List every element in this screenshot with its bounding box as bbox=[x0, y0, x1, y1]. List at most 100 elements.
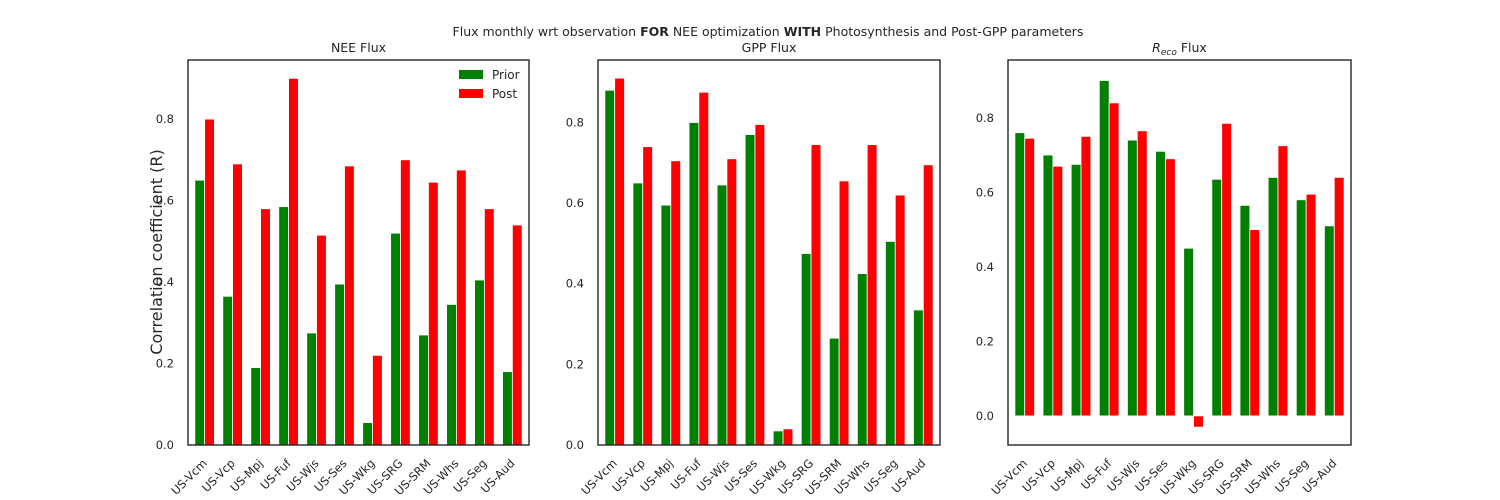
bar-prior-us-wjs bbox=[306, 332, 317, 446]
bar-post-us-whs bbox=[456, 169, 467, 446]
chart-panel-1: 0.00.20.40.60.8US-VcmUS-VcpUS-MpjUS-FufU… bbox=[156, 40, 530, 498]
axes-frame bbox=[187, 59, 530, 446]
bar-post-us-ses bbox=[1165, 158, 1176, 417]
legend-swatch-post bbox=[459, 89, 483, 98]
bar-prior-us-mpj bbox=[660, 204, 672, 446]
bar-post-us-vcm bbox=[1024, 137, 1035, 417]
bar-post-us-vcp bbox=[642, 146, 653, 446]
legend-label-prior: Prior bbox=[492, 68, 520, 82]
bar-prior-us-wkg bbox=[1183, 247, 1194, 417]
figure-title: Flux monthly wrt observation FOR NEE opt… bbox=[453, 24, 1084, 39]
figure-title-part: Photosynthesis and Post-GPP parameters bbox=[821, 24, 1083, 39]
bar-prior-us-seg bbox=[885, 241, 896, 446]
bar-prior-us-aud bbox=[1324, 225, 1335, 417]
bar-post-us-wjs bbox=[1136, 130, 1148, 417]
bar-prior-us-wjs bbox=[716, 184, 728, 446]
bar-prior-us-wkg bbox=[362, 422, 373, 446]
figure-title-part: NEE optimization bbox=[669, 24, 784, 39]
bar-prior-us-vcp bbox=[632, 182, 644, 446]
bar-post-us-vcm bbox=[204, 118, 215, 446]
bar-post-us-wkg bbox=[782, 428, 794, 446]
bar-prior-us-wjs bbox=[1127, 139, 1138, 417]
panel-title: GPP Flux bbox=[742, 40, 797, 55]
bar-prior-us-srm bbox=[418, 334, 429, 446]
bar-post-us-srm bbox=[838, 180, 850, 446]
axes-frame bbox=[1007, 59, 1352, 446]
bar-prior-us-whs bbox=[856, 273, 868, 446]
chart-panels: 0.00.20.40.60.8US-VcmUS-VcpUS-MpjUS-FufU… bbox=[156, 40, 1352, 498]
bar-post-us-ses bbox=[344, 165, 355, 446]
bar-post-us-wkg bbox=[1193, 415, 1204, 428]
figure-title-part: Flux monthly wrt observation bbox=[453, 24, 641, 39]
y-tick-label: 0.6 bbox=[566, 196, 584, 210]
bar-post-us-srg bbox=[810, 144, 822, 446]
y-tick-label: 0.8 bbox=[976, 111, 994, 125]
bar-post-us-srg bbox=[1221, 122, 1232, 417]
y-tick-label: 0.0 bbox=[156, 438, 174, 452]
axes-frame bbox=[597, 59, 941, 446]
bar-prior-us-srm bbox=[1239, 204, 1251, 417]
bar-post-us-fuf bbox=[1108, 102, 1120, 417]
bar-prior-us-srm bbox=[828, 337, 840, 446]
legend-swatch-prior bbox=[459, 70, 483, 79]
bar-prior-us-srg bbox=[390, 232, 401, 446]
figure-title-part: FOR bbox=[640, 24, 669, 39]
bar-prior-us-srg bbox=[1211, 178, 1223, 417]
bar-post-us-mpj bbox=[670, 160, 682, 446]
panel-title-sub: eco bbox=[1161, 48, 1177, 58]
bar-post-us-mpj bbox=[1080, 136, 1092, 417]
y-tick-label: 0.8 bbox=[156, 112, 174, 126]
bar-prior-us-seg bbox=[1295, 199, 1307, 417]
bar-post-us-mpj bbox=[260, 208, 271, 446]
bar-prior-us-ses bbox=[334, 283, 345, 446]
bar-post-us-whs bbox=[866, 144, 878, 446]
y-tick-label: 0.8 bbox=[566, 115, 584, 129]
bar-post-us-seg bbox=[1305, 193, 1317, 417]
bar-prior-us-seg bbox=[474, 279, 485, 446]
bar-post-us-aud bbox=[1333, 177, 1345, 417]
bar-post-us-wjs bbox=[726, 158, 738, 446]
panel-title-main: R bbox=[1152, 40, 1161, 55]
x-tick-label: US-Vcm bbox=[578, 456, 619, 497]
bar-post-us-wjs bbox=[316, 234, 327, 446]
bar-prior-us-ses bbox=[744, 134, 756, 446]
bar-prior-us-whs bbox=[1267, 177, 1279, 417]
bar-prior-us-vcm bbox=[604, 89, 616, 446]
bar-post-us-seg bbox=[483, 208, 495, 446]
y-tick-label: 0.4 bbox=[566, 277, 584, 291]
bar-post-us-vcp bbox=[232, 163, 243, 446]
bar-prior-us-wkg bbox=[772, 430, 784, 446]
panel-title: Reco Flux bbox=[1152, 40, 1207, 58]
y-tick-label: 0.0 bbox=[976, 409, 994, 423]
bar-prior-us-fuf bbox=[1098, 80, 1110, 417]
bar-post-us-whs bbox=[1277, 145, 1289, 417]
panel-title-suffix: Flux bbox=[1177, 40, 1207, 55]
bar-post-us-fuf bbox=[698, 91, 710, 446]
y-tick-label: 0.4 bbox=[976, 260, 994, 274]
bar-post-us-wkg bbox=[372, 354, 383, 446]
x-tick-label: US-Vcm bbox=[988, 456, 1029, 497]
bar-prior-us-aud bbox=[502, 371, 513, 446]
legend-label-post: Post bbox=[492, 87, 517, 101]
bar-prior-us-aud bbox=[913, 309, 924, 446]
bar-post-us-vcp bbox=[1052, 165, 1064, 417]
figure-title-part: WITH bbox=[784, 24, 821, 39]
y-tick-label: 0.4 bbox=[156, 275, 174, 289]
bar-prior-us-ses bbox=[1155, 150, 1166, 417]
bar-prior-us-vcm bbox=[194, 179, 206, 446]
x-tick-label: US-Vcm bbox=[168, 456, 209, 497]
y-tick-label: 0.2 bbox=[566, 357, 584, 371]
chart-panel-3: 0.00.20.40.60.8US-VcmUS-VcpUS-MpjUS-FufU… bbox=[976, 40, 1352, 498]
y-tick-label: 0.6 bbox=[156, 194, 174, 208]
bar-post-us-fuf bbox=[288, 77, 299, 446]
bar-post-us-srm bbox=[1249, 229, 1261, 417]
bar-prior-us-mpj bbox=[1070, 163, 1082, 417]
bar-prior-us-whs bbox=[446, 304, 457, 446]
bar-prior-us-mpj bbox=[250, 367, 261, 446]
chart-panel-2: 0.00.20.40.60.8US-VcmUS-VcpUS-MpjUS-FufU… bbox=[566, 40, 941, 498]
panel-title: NEE Flux bbox=[331, 40, 386, 55]
bar-prior-us-vcp bbox=[1042, 154, 1054, 417]
bar-prior-us-vcp bbox=[222, 295, 234, 446]
bar-post-us-seg bbox=[894, 194, 906, 446]
y-tick-label: 0.0 bbox=[566, 438, 584, 452]
